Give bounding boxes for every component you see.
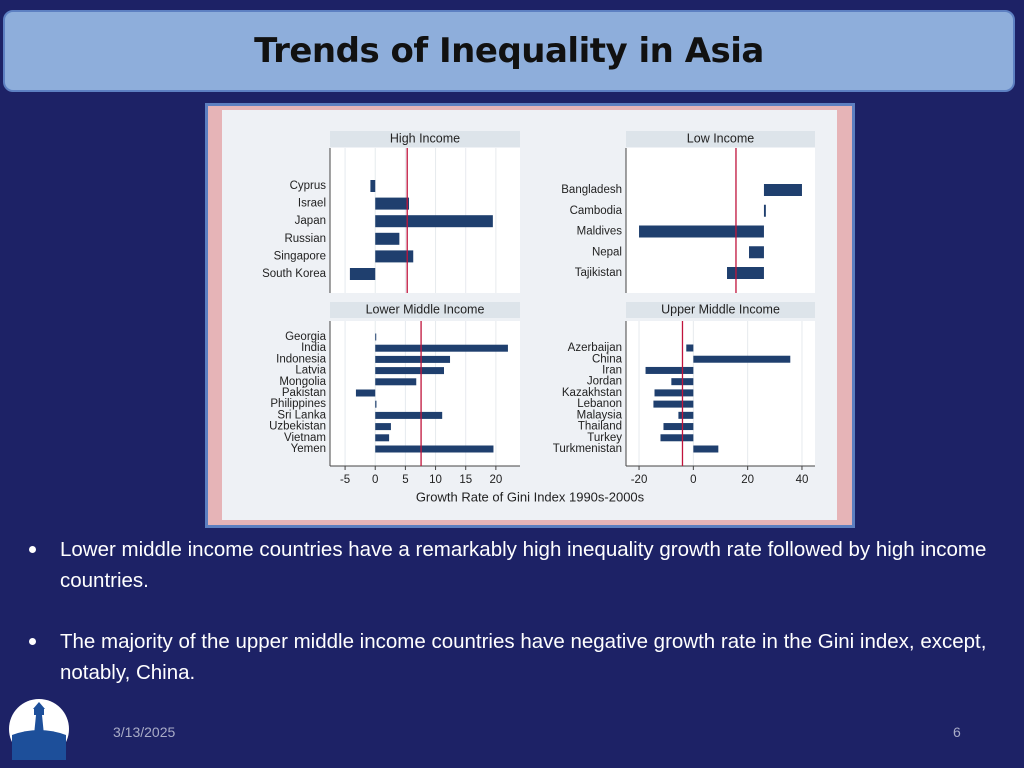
bullet-dot: [29, 546, 36, 553]
y-tick-label: Nepal: [592, 246, 622, 258]
y-tick-label: Jordan: [587, 376, 622, 388]
slide-title: Trends of Inequality in Asia: [254, 31, 764, 71]
x-axis-label: Growth Rate of Gini Index 1990s-2000s: [416, 489, 645, 504]
y-tick-label: Lebanon: [577, 398, 622, 410]
x-tick-label: 0: [372, 474, 378, 486]
bar: [693, 355, 791, 363]
bar: [660, 434, 694, 442]
bar: [375, 400, 377, 408]
panel-header: [626, 131, 815, 147]
x-tick-label: 20: [741, 474, 754, 486]
bar: [693, 445, 719, 453]
bullet-text: The majority of the upper middle income …: [60, 630, 987, 684]
y-tick-label: China: [592, 353, 623, 365]
y-tick-label: India: [301, 342, 327, 354]
panel-header: [330, 302, 520, 318]
x-tick-label: 0: [690, 474, 696, 486]
bar: [375, 423, 391, 431]
x-tick-label: 40: [796, 474, 809, 486]
bullet: The majority of the upper middle income …: [29, 626, 1000, 688]
bar: [749, 246, 764, 259]
bullet-text: Lower middle income countries have a rem…: [60, 538, 987, 592]
y-tick-label: Pakistan: [282, 387, 326, 399]
y-tick-label: Turkmenistan: [553, 443, 622, 455]
x-tick-label: 20: [489, 474, 502, 486]
y-tick-label: Georgia: [285, 331, 327, 343]
page-number: 6: [953, 724, 961, 740]
bar: [375, 355, 451, 363]
panel-title: Upper Middle Income: [661, 302, 780, 316]
y-tick-label: Yemen: [291, 443, 326, 455]
y-tick-label: Thailand: [578, 421, 622, 433]
bar: [375, 333, 377, 341]
bar: [639, 225, 764, 238]
y-tick-label: Azerbaijan: [568, 342, 622, 354]
x-tick-label: 5: [402, 474, 408, 486]
y-tick-label: Vietnam: [284, 432, 326, 444]
x-tick-label: 10: [429, 474, 442, 486]
y-tick-label: Bangladesh: [561, 184, 622, 196]
y-tick-label: Singapore: [274, 250, 326, 262]
x-tick-label: -20: [631, 474, 648, 486]
y-tick-label: Iran: [602, 364, 622, 376]
y-tick-label: Tajikistan: [575, 267, 622, 279]
x-tick-label: -5: [340, 474, 350, 486]
bar: [355, 389, 376, 397]
bar: [763, 204, 766, 217]
y-tick-label: Indonesia: [276, 353, 326, 365]
bar: [375, 197, 410, 210]
bar: [727, 267, 764, 279]
y-tick-label: Cambodia: [570, 205, 623, 217]
bar: [375, 434, 390, 442]
y-tick-label: Turkey: [587, 432, 622, 444]
bar: [663, 423, 694, 431]
logo: [9, 699, 69, 760]
panel-header: [626, 302, 815, 318]
bar: [349, 268, 376, 280]
panel-title: Lower Middle Income: [366, 302, 485, 316]
title-box: Trends of Inequality in Asia: [3, 10, 1015, 92]
bar: [375, 215, 493, 228]
bar: [375, 232, 400, 245]
panel-title: High Income: [390, 131, 460, 145]
plot-area: [626, 148, 815, 293]
bullet-dot: [29, 638, 36, 645]
bar: [763, 184, 802, 196]
y-tick-label: Mongolia: [279, 376, 326, 388]
y-tick-label: Russian: [284, 233, 326, 245]
bar: [678, 411, 694, 419]
bar: [370, 180, 376, 192]
bar: [686, 344, 694, 352]
date: 3/13/2025: [113, 724, 176, 740]
bar: [375, 367, 444, 375]
bar: [645, 366, 694, 374]
y-tick-label: Uzbekistan: [269, 421, 326, 433]
panel-title: Low Income: [687, 131, 754, 145]
bar: [653, 400, 694, 408]
bar: [375, 344, 508, 352]
y-tick-label: Kazakhstan: [562, 387, 622, 399]
plot-area: [626, 321, 815, 466]
y-tick-label: Cyprus: [290, 180, 327, 192]
y-tick-label: Latvia: [295, 365, 326, 377]
bar: [654, 389, 694, 397]
y-tick-label: Philippines: [270, 398, 326, 410]
bullet: Lower middle income countries have a rem…: [29, 534, 1000, 596]
bar: [375, 378, 417, 386]
y-tick-label: Maldives: [577, 226, 623, 238]
bar: [375, 250, 414, 263]
y-tick-label: Sri Lanka: [277, 409, 326, 421]
bar: [375, 445, 494, 453]
y-tick-label: Malaysia: [577, 409, 623, 421]
y-tick-label: South Korea: [262, 268, 327, 280]
y-tick-label: Japan: [295, 215, 326, 227]
x-tick-label: 15: [459, 474, 472, 486]
panel-header: [330, 131, 520, 147]
bar: [375, 411, 443, 419]
y-tick-label: Israel: [298, 198, 326, 210]
